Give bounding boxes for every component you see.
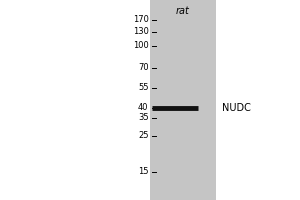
Text: 40: 40 xyxy=(138,104,148,112)
Text: 55: 55 xyxy=(138,83,148,92)
Text: NUDC: NUDC xyxy=(222,103,251,113)
Text: 100: 100 xyxy=(133,42,148,50)
FancyBboxPatch shape xyxy=(150,0,216,200)
Text: 170: 170 xyxy=(133,16,148,24)
Text: rat: rat xyxy=(176,6,190,16)
Text: 35: 35 xyxy=(138,114,148,122)
Text: 15: 15 xyxy=(138,168,148,176)
Text: 130: 130 xyxy=(133,27,148,36)
Text: 70: 70 xyxy=(138,64,148,72)
Text: 25: 25 xyxy=(138,132,148,140)
